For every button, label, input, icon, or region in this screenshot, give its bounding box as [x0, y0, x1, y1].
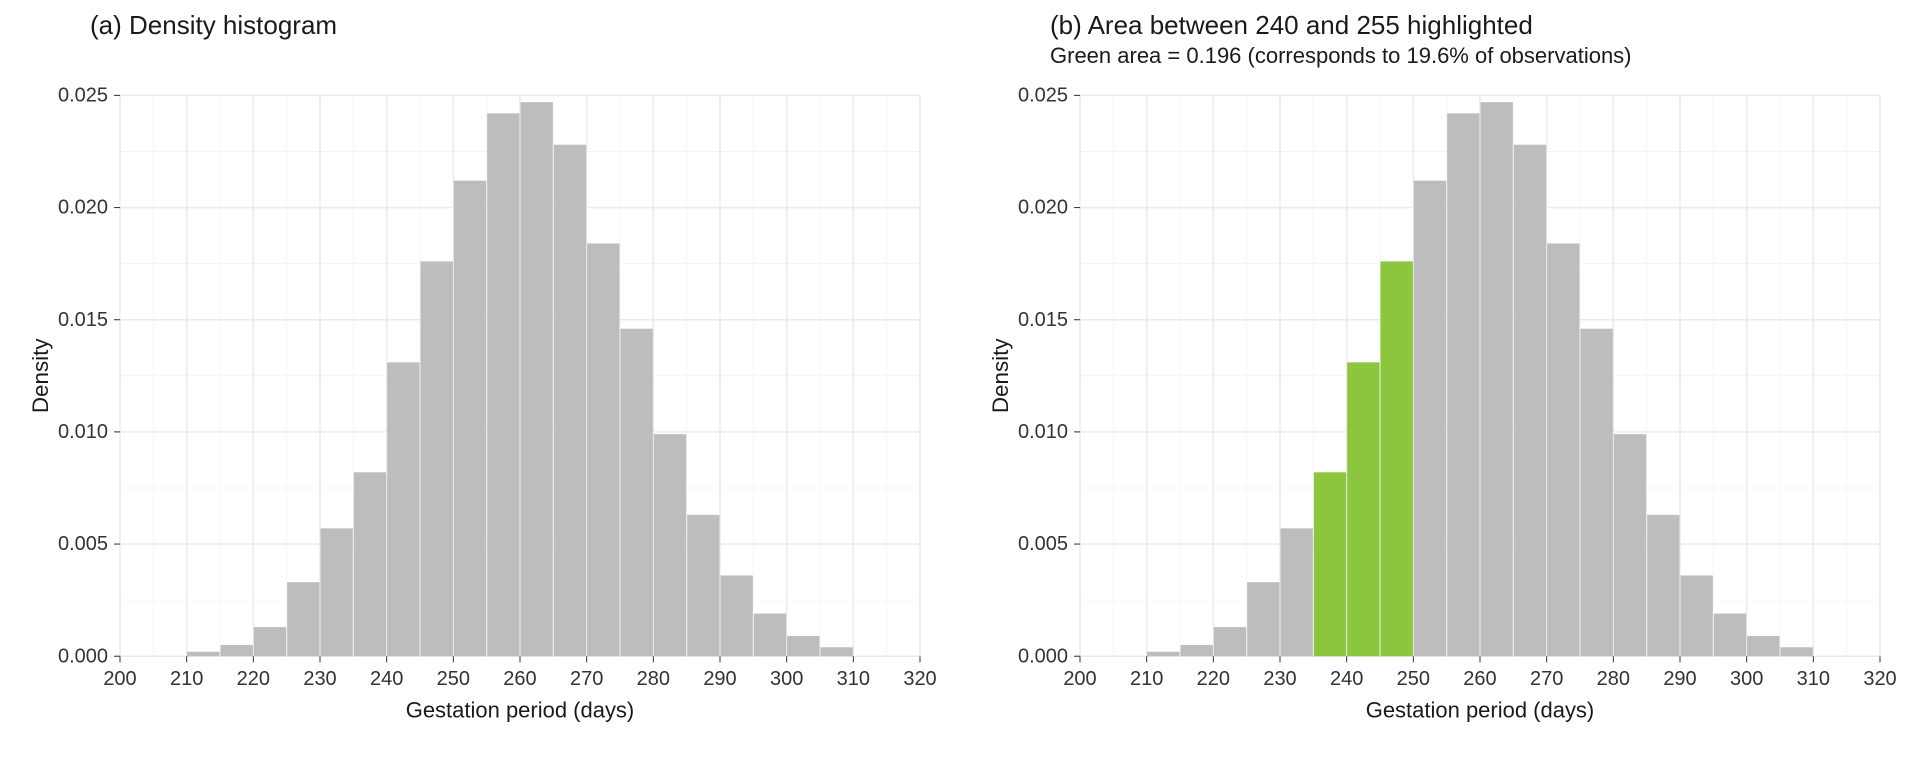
x-tick-label: 200: [103, 668, 136, 690]
x-tick-label: 300: [1730, 668, 1763, 690]
histogram-bar: [821, 647, 853, 656]
panel-b-title: (b) Area between 240 and 255 highlighted: [1050, 10, 1900, 41]
histogram-bar: [521, 102, 553, 656]
y-tick-label: 0.005: [1018, 533, 1068, 555]
panel-a-chart-wrap: 200 210 220 230 240 250 260 270 280 290 300 310 320 0…: [20, 75, 940, 748]
histogram-bar: [1414, 181, 1446, 657]
histogram-bar: [1214, 627, 1246, 656]
panel-a-subtitle: [90, 43, 940, 69]
x-tick-label: 210: [170, 668, 203, 690]
x-tick-label: 260: [1463, 668, 1496, 690]
histogram-bar: [1681, 575, 1713, 656]
x-tick-label: 250: [437, 668, 470, 690]
x-tick-label: 230: [303, 668, 336, 690]
y-tick-label: 0.000: [1018, 645, 1068, 667]
histogram-bar: [454, 181, 486, 657]
histogram-bar: [1714, 614, 1746, 657]
panels-container: (a) Density histogram 200 210 220 230 240 250…: [0, 0, 1920, 768]
histogram-bar: [1547, 243, 1579, 656]
y-tick-label: 0.015: [1018, 309, 1068, 331]
y-tick-label: 0.015: [58, 309, 108, 331]
x-tick-label: 270: [570, 668, 603, 690]
y-axis-label: Density: [28, 338, 53, 414]
x-tick-label: 320: [903, 668, 936, 690]
histogram-bar: [1181, 645, 1213, 656]
x-tick-label: 280: [1597, 668, 1630, 690]
histogram-bar: [1447, 113, 1479, 656]
x-tick-label: 230: [1263, 668, 1296, 690]
histogram-bar: [254, 627, 286, 656]
histogram-bar: [1381, 261, 1413, 656]
panel-b: (b) Area between 240 and 255 highlighted…: [960, 0, 1920, 768]
x-tick-label: 270: [1530, 668, 1563, 690]
x-tick-label: 290: [1663, 668, 1696, 690]
histogram-bar: [1281, 528, 1313, 656]
histogram-bar: [187, 652, 219, 656]
x-tick-label: 320: [1863, 668, 1896, 690]
y-tick-label: 0.025: [58, 84, 108, 106]
histogram-bar: [654, 434, 686, 656]
x-tick-label: 240: [370, 668, 403, 690]
histogram-bar: [221, 645, 253, 656]
histogram-bar: [621, 329, 653, 657]
histogram-bar: [287, 582, 319, 656]
histogram-bar: [1147, 652, 1179, 656]
histogram-bar: [1247, 582, 1279, 656]
histogram-bar: [754, 614, 786, 657]
histogram-bar: [321, 528, 353, 656]
histogram-bar: [387, 362, 419, 656]
panel-b-subtitle: Green area = 0.196 (corresponds to 19.6%…: [1050, 43, 1900, 69]
y-tick-label: 0.005: [58, 533, 108, 555]
histogram-bar: [1614, 434, 1646, 656]
x-tick-label: 260: [503, 668, 536, 690]
histogram-bar: [721, 575, 753, 656]
x-tick-label: 200: [1063, 668, 1096, 690]
x-tick-label: 250: [1397, 668, 1430, 690]
panel-a-title: (a) Density histogram: [90, 10, 940, 41]
x-axis-label: Gestation period (days): [1366, 697, 1595, 722]
histogram-bar: [554, 145, 586, 656]
histogram-bar: [787, 636, 819, 656]
y-tick-label: 0.025: [1018, 84, 1068, 106]
histogram-bar: [1781, 647, 1813, 656]
x-axis-label: Gestation period (days): [406, 697, 635, 722]
panel-a: (a) Density histogram 200 210 220 230 240 250…: [0, 0, 960, 768]
x-tick-label: 310: [837, 668, 870, 690]
y-tick-label: 0.020: [58, 197, 108, 219]
y-tick-label: 0.020: [1018, 197, 1068, 219]
y-tick-label: 0.010: [58, 421, 108, 443]
histogram-bar: [1481, 102, 1513, 656]
x-tick-label: 310: [1797, 668, 1830, 690]
y-axis-label: Density: [988, 338, 1013, 414]
histogram-bar: [1747, 636, 1779, 656]
density-histogram-b: 200 210 220 230 240 250 260 270 280 290 300 310 320 0…: [980, 75, 1900, 748]
histogram-bar: [1314, 472, 1346, 656]
x-tick-label: 220: [237, 668, 270, 690]
histogram-bar: [421, 261, 453, 656]
histogram-bar: [587, 243, 619, 656]
histogram-bar: [1581, 329, 1613, 657]
density-histogram-a: 200 210 220 230 240 250 260 270 280 290 300 310 320 0…: [20, 75, 940, 748]
histogram-bar: [1647, 515, 1679, 656]
x-tick-label: 280: [637, 668, 670, 690]
x-tick-label: 220: [1197, 668, 1230, 690]
histogram-bar: [1347, 362, 1379, 656]
y-tick-label: 0.010: [1018, 421, 1068, 443]
x-tick-label: 290: [703, 668, 736, 690]
panel-b-chart-wrap: 200 210 220 230 240 250 260 270 280 290 300 310 320 0…: [980, 75, 1900, 748]
histogram-bar: [354, 472, 386, 656]
x-tick-label: 300: [770, 668, 803, 690]
histogram-bar: [1514, 145, 1546, 656]
x-tick-label: 210: [1130, 668, 1163, 690]
histogram-bar: [487, 113, 519, 656]
x-tick-label: 240: [1330, 668, 1363, 690]
y-tick-label: 0.000: [58, 645, 108, 667]
histogram-bar: [687, 515, 719, 656]
